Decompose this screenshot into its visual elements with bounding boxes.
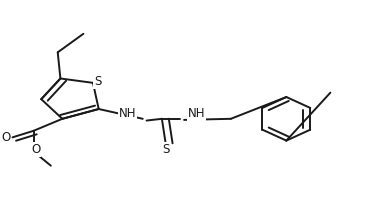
Text: S: S	[94, 75, 101, 88]
Text: S: S	[162, 143, 169, 156]
Text: NH: NH	[119, 107, 136, 120]
Text: NH: NH	[188, 107, 205, 120]
Text: O: O	[1, 131, 10, 144]
Text: O: O	[31, 143, 40, 156]
